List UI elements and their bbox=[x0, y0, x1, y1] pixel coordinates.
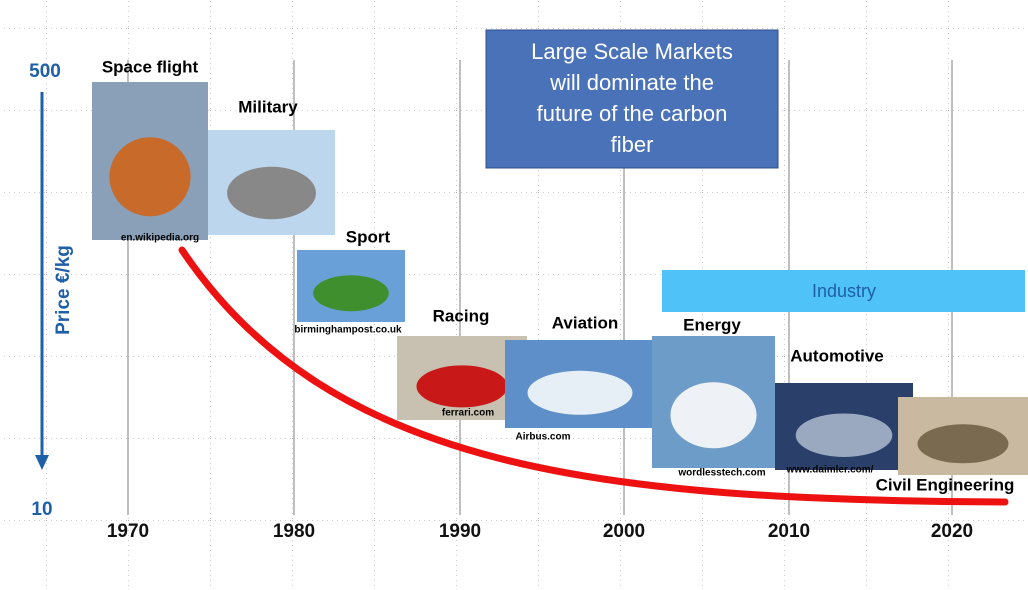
image-source: www.daimler.com/ bbox=[786, 465, 874, 476]
image-source: en.wikipedia.org bbox=[121, 233, 199, 244]
year-label: 2000 bbox=[603, 521, 645, 542]
callout-line: will dominate the bbox=[549, 70, 714, 95]
price-curve bbox=[178, 246, 1009, 506]
axis-label: Price €/kg bbox=[53, 245, 74, 335]
application-label: Energy bbox=[683, 315, 741, 334]
photo-subject bbox=[109, 137, 191, 217]
arrow-head bbox=[35, 455, 49, 470]
callout-text: Large Scale Markets will dominate the futu… bbox=[531, 39, 733, 157]
application-label: Racing bbox=[433, 306, 490, 325]
photo-subject bbox=[795, 413, 893, 457]
application-label: Aviation bbox=[552, 313, 618, 332]
application-label: Space flight bbox=[102, 57, 199, 76]
callout-line: Large Scale Markets bbox=[531, 39, 733, 64]
year-label: 2010 bbox=[768, 521, 810, 542]
images bbox=[92, 82, 1028, 475]
industry-label: Industry bbox=[812, 281, 876, 301]
year-label: 1970 bbox=[107, 521, 149, 542]
photo-subject bbox=[313, 275, 389, 312]
image-source: Airbus.com bbox=[515, 432, 570, 443]
callout-box bbox=[485, 29, 779, 169]
year-label: 2020 bbox=[931, 521, 973, 542]
photo-subject bbox=[917, 424, 1009, 464]
image-source: ferrari.com bbox=[442, 408, 494, 419]
photo-subject bbox=[416, 365, 508, 408]
year-label: 1980 bbox=[273, 521, 315, 542]
photo-subject bbox=[527, 370, 633, 415]
callout-line: future of the carbon bbox=[537, 101, 728, 126]
application-label: Sport bbox=[346, 227, 391, 246]
photo-subject bbox=[670, 382, 757, 449]
application-label: Military bbox=[238, 97, 298, 116]
application-label: Automotive bbox=[790, 346, 884, 365]
axis-bottom: 10 bbox=[31, 499, 52, 520]
application-label: Civil Engineering bbox=[876, 475, 1015, 494]
industry-bar bbox=[662, 270, 1025, 312]
callout-line: fiber bbox=[611, 132, 654, 157]
year-label: 1990 bbox=[439, 521, 481, 542]
image-source: wordlesstech.com bbox=[677, 468, 765, 479]
axis-top: 500 bbox=[29, 61, 61, 82]
photo-subject bbox=[227, 166, 316, 220]
image-source: birminghampost.co.uk bbox=[294, 325, 402, 336]
